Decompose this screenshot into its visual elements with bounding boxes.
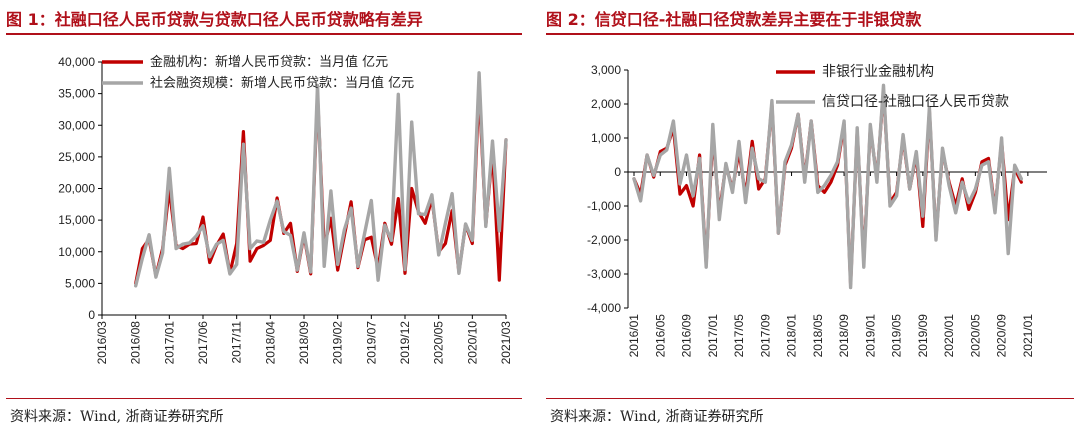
chart-right: -4,000 -3,000 -2,000 -1,000 0 1,000 2,000 3,000… [587, 63, 1047, 357]
y-tick-label: 15,000 [58, 213, 95, 227]
x-tick-label: 2021/01 [1021, 314, 1035, 358]
x-tick-label: 2016/08 [129, 321, 143, 365]
y-tick-label: 30,000 [58, 118, 95, 132]
x-tick-label: 2019/01 [863, 314, 877, 358]
x-tick-label: 2018/01 [785, 314, 799, 358]
x-tick-label: 2018/05 [811, 314, 825, 358]
legend-label: 金融机构：新增人民币贷款：当月值 亿元 [150, 54, 388, 70]
x-tick-label: 2017/05 [732, 314, 746, 358]
y-tick-label: -1,000 [587, 199, 621, 213]
y-tick-label: 0 [614, 165, 621, 179]
y-tick-label: 1,000 [591, 131, 621, 145]
x-tick-label: 2018/04 [263, 321, 277, 365]
x-tick-label: 2020/10 [465, 321, 479, 365]
figure-1-title: 图 1：社融口径人民币贷款与贷款口径人民币贷款略有差异 [6, 10, 423, 29]
y-tick-label: 10,000 [58, 245, 95, 259]
x-tick-label: 2020/01 [942, 314, 956, 358]
x-tick-label: 2019/07 [364, 321, 378, 365]
x-tick-label: 2016/05 [653, 314, 667, 358]
y-tick-label: 2,000 [591, 97, 621, 111]
y-tick-label: 3,000 [591, 63, 621, 77]
legend-label: 非银行业金融机构 [822, 64, 934, 80]
x-tick-label: 2016/03 [95, 321, 109, 365]
chart-left: 0 5,000 10,000 15,000 20,000 25,000 30,000 35,0… [58, 54, 513, 364]
x-tick-label: 2020/09 [995, 314, 1009, 358]
x-tick-label: 2018/09 [837, 314, 851, 358]
x-tick-label: 2021/03 [499, 321, 513, 365]
x-tick-label: 2019/05 [890, 314, 904, 358]
source-rule [6, 398, 522, 399]
x-tick-label: 2017/01 [706, 314, 720, 358]
x-tick-label: 2019/02 [331, 321, 345, 365]
x-tick-label: 2017/01 [162, 321, 176, 365]
x-tick-label: 2019/12 [398, 321, 412, 365]
figure-2-title: 图 2：信贷口径-社融口径贷款差异主要在于非银贷款 [546, 10, 922, 29]
source-rule [546, 398, 1074, 399]
y-tick-label: 40,000 [58, 55, 95, 69]
y-tick-label: 25,000 [58, 150, 95, 164]
legend-label: 社会融资规模：新增人民币贷款：当月值 亿元 [150, 75, 414, 91]
series-line-gray [632, 83, 1023, 290]
figure-1-source: 资料来源：Wind, 浙商证券研究所 [10, 409, 224, 425]
y-tick-label: 35,000 [58, 87, 95, 101]
series-line-gray [134, 71, 508, 288]
title-rule [546, 33, 1074, 35]
x-tick-label: 2019/09 [916, 314, 930, 358]
y-tick-label: -4,000 [587, 301, 621, 315]
x-tick-label: 2018/09 [297, 321, 311, 365]
x-tick-label: 2016/09 [680, 314, 694, 358]
x-tick-label: 2017/09 [758, 314, 772, 358]
x-tick-label: 2017/06 [196, 321, 210, 365]
y-tick-label: -3,000 [587, 267, 621, 281]
x-tick-label: 2020/05 [968, 314, 982, 358]
x-tick-label: 2020/05 [432, 321, 446, 365]
title-rule [6, 33, 522, 35]
x-tick-label: 2017/11 [230, 321, 244, 364]
figure-2-source: 资料来源：Wind, 浙商证券研究所 [550, 409, 764, 425]
y-tick-label: 0 [88, 308, 95, 322]
y-tick-label: 5,000 [65, 276, 95, 290]
legend-label: 信贷口径-社融口径人民币贷款 [822, 94, 1009, 110]
x-tick-label: 2016/01 [627, 314, 641, 358]
y-tick-label: -2,000 [587, 233, 621, 247]
y-tick-label: 20,000 [58, 182, 95, 196]
